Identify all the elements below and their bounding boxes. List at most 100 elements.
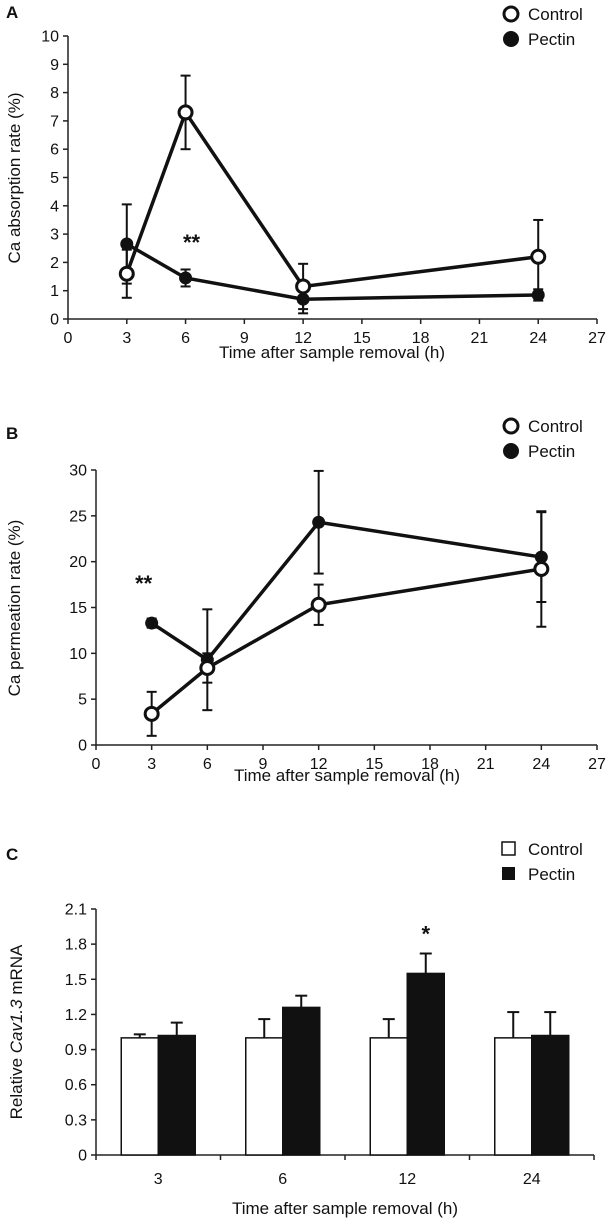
x-tick-label: 15 [365, 756, 383, 773]
y-tick-label: 3 [50, 227, 59, 244]
x-tick-label: 3 [154, 1171, 163, 1188]
panel-a-legend-pectin: Pectin [528, 30, 575, 49]
control-series-line [125, 108, 539, 289]
y-tick-label: 25 [69, 508, 87, 525]
control-data-point [177, 104, 194, 121]
x-tick-label: 18 [412, 330, 430, 347]
x-tick-label: 12 [310, 756, 328, 773]
pectin-bar [282, 1006, 321, 1156]
control-data-point [533, 561, 550, 577]
panel-a-x-axis-label: Time after sample removal (h) [219, 343, 445, 362]
legend-filled-square-icon [502, 867, 515, 880]
panel-c-plot [120, 952, 570, 1156]
y-tick-label: 8 [50, 85, 59, 102]
pectin-data-point [296, 292, 310, 306]
panel-c-legend: Control Pectin [501, 840, 583, 884]
y-tick-label: 0 [50, 312, 59, 329]
panel-a-y-axis-label: Ca absorption rate (%) [5, 92, 24, 263]
y-tick-label: 15 [69, 600, 87, 617]
pectin-data-point [120, 237, 134, 251]
pectin-data-point [534, 550, 548, 564]
y-tick-label: 0.6 [65, 1077, 87, 1094]
y-tick-label: 2.1 [65, 902, 87, 919]
panel-b-letter: B [6, 424, 18, 443]
y-tick-label: 10 [41, 29, 59, 46]
panel-c-legend-control: Control [528, 840, 583, 859]
x-tick-label: 24 [529, 330, 547, 347]
x-tick-label: 24 [532, 756, 550, 773]
panel-a-y-ticks: 0 1 2 3 4 5 6 7 8 9 10 [41, 29, 68, 329]
pectin-bar [531, 1034, 570, 1156]
panel-c-x-ticks: 3 6 12 24 [95, 1155, 595, 1188]
panel-c-y-ticks: 0 0.3 0.6 0.9 1.2 1.5 1.8 2.1 [65, 902, 96, 1165]
legend-filled-circle-icon [503, 443, 519, 459]
x-tick-label: 24 [523, 1171, 541, 1188]
panel-c-significance-marker: * [421, 922, 430, 947]
y-tick-label: 30 [69, 463, 87, 480]
x-tick-label: 21 [477, 756, 495, 773]
panel-a-x-ticks: 0 3 6 9 12 15 18 21 24 27 [64, 319, 606, 347]
panel-b-y-ticks: 0 5 10 15 20 25 30 [69, 463, 96, 755]
control-data-point [199, 660, 216, 676]
panel-b-plot [143, 469, 550, 737]
x-tick-label: 18 [421, 756, 439, 773]
control-data-point [295, 278, 312, 295]
y-tick-label: 0.3 [65, 1112, 87, 1129]
panel-a-letter: A [6, 3, 18, 22]
panel-b: B 0 5 10 15 20 25 30 0 3 6 9 12 15 18 21 24 27 Time aft… [5, 417, 606, 785]
x-tick-label: 12 [294, 330, 312, 347]
y-tick-label: 4 [50, 198, 59, 215]
y-tick-label: 0.9 [65, 1042, 87, 1059]
pectin-data-point [179, 271, 193, 285]
x-tick-label: 6 [203, 756, 212, 773]
y-tick-label: 0 [78, 1148, 87, 1165]
legend-open-circle-icon [502, 5, 520, 23]
x-tick-label: 6 [278, 1171, 287, 1188]
y-tick-label: 1.5 [65, 972, 87, 989]
y-label-gene: Cav1.3 [7, 999, 26, 1053]
panel-a-legend: Control Pectin [502, 5, 583, 49]
x-tick-label: 0 [64, 330, 73, 347]
y-label-prefix: Relative [7, 1053, 26, 1119]
x-tick-label: 9 [240, 330, 249, 347]
panel-c-letter: C [6, 845, 18, 864]
pectin-data-point [531, 288, 545, 302]
x-tick-label: 15 [353, 330, 371, 347]
panel-a-significance-marker: ** [183, 230, 201, 255]
x-tick-label: 9 [259, 756, 268, 773]
x-tick-label: 6 [181, 330, 190, 347]
y-tick-label: 5 [50, 170, 59, 187]
legend-open-square-icon [501, 841, 516, 856]
panel-c-x-axis-label: Time after sample removal (h) [232, 1199, 458, 1218]
pectin-data-point [312, 515, 326, 529]
y-label-suffix: mRNA [7, 944, 26, 999]
pectin-bar [406, 972, 445, 1156]
pectin-bar [157, 1034, 196, 1156]
panel-c-y-axis-label: Relative Cav1.3 mRNA [7, 944, 26, 1119]
control-data-point [310, 596, 327, 613]
x-tick-label: 27 [588, 756, 606, 773]
x-tick-label: 0 [92, 756, 101, 773]
control-data-point [143, 705, 160, 722]
x-tick-label: 27 [588, 330, 606, 347]
control-bar [494, 1037, 533, 1156]
pectin-series-line [125, 242, 539, 301]
panel-c-legend-pectin: Pectin [528, 865, 575, 884]
control-series-line [150, 567, 542, 716]
y-tick-label: 6 [50, 142, 59, 159]
panel-b-legend: Control Pectin [502, 417, 583, 461]
control-data-point [118, 265, 135, 282]
y-tick-label: 10 [69, 646, 87, 663]
x-tick-label: 3 [122, 330, 131, 347]
control-bar [245, 1037, 284, 1156]
panel-c: C 0 0.3 0.6 0.9 1.2 1.5 1.8 2.1 3 6 12 24 Time aft… [6, 840, 595, 1218]
y-tick-label: 9 [50, 57, 59, 74]
panel-a-legend-control: Control [528, 5, 583, 24]
y-tick-label: 5 [78, 692, 87, 709]
control-data-point [530, 248, 547, 265]
pectin-series-line [150, 520, 542, 663]
panel-b-y-axis-label: Ca permeation rate (%) [5, 520, 24, 697]
y-tick-label: 20 [69, 554, 87, 571]
